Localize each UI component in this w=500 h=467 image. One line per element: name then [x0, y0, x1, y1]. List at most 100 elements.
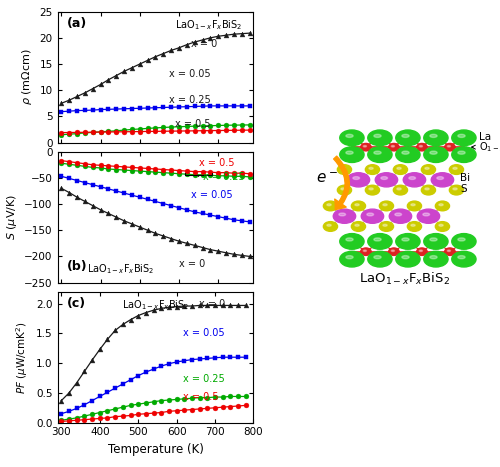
Ellipse shape	[437, 177, 444, 179]
Text: x = 0.5: x = 0.5	[183, 392, 218, 403]
Ellipse shape	[374, 255, 381, 259]
Text: x = 0.5: x = 0.5	[175, 119, 210, 129]
Ellipse shape	[383, 204, 387, 206]
Text: x = 0: x = 0	[179, 259, 206, 269]
Ellipse shape	[324, 201, 338, 211]
Ellipse shape	[355, 204, 359, 206]
Ellipse shape	[458, 151, 465, 154]
Ellipse shape	[340, 130, 364, 146]
Ellipse shape	[425, 188, 429, 190]
Ellipse shape	[458, 238, 465, 241]
Ellipse shape	[425, 167, 429, 170]
Ellipse shape	[416, 248, 427, 255]
Ellipse shape	[376, 173, 398, 187]
Ellipse shape	[369, 167, 373, 170]
Ellipse shape	[394, 165, 407, 174]
Ellipse shape	[339, 213, 345, 216]
Ellipse shape	[402, 134, 409, 137]
Ellipse shape	[388, 143, 399, 151]
Ellipse shape	[353, 177, 360, 179]
Ellipse shape	[396, 251, 420, 267]
Ellipse shape	[439, 204, 443, 206]
Ellipse shape	[346, 134, 353, 137]
Ellipse shape	[388, 248, 399, 255]
Ellipse shape	[436, 201, 450, 211]
Ellipse shape	[327, 204, 331, 206]
Text: (b): (b)	[68, 260, 88, 273]
Ellipse shape	[368, 251, 392, 267]
Ellipse shape	[452, 130, 476, 146]
Ellipse shape	[424, 251, 448, 267]
Text: x = 0.25: x = 0.25	[169, 95, 211, 105]
Y-axis label: $S$ ($\mu$V/K): $S$ ($\mu$V/K)	[4, 194, 18, 240]
Text: x = 0.25: x = 0.25	[183, 374, 224, 384]
Ellipse shape	[352, 201, 366, 211]
Ellipse shape	[444, 248, 455, 255]
Ellipse shape	[338, 165, 351, 174]
Ellipse shape	[430, 238, 437, 241]
Ellipse shape	[402, 255, 409, 259]
Text: $e^-$: $e^-$	[316, 170, 338, 185]
Ellipse shape	[374, 151, 381, 154]
Ellipse shape	[422, 185, 436, 195]
Ellipse shape	[366, 165, 380, 174]
Ellipse shape	[340, 234, 364, 249]
Ellipse shape	[338, 185, 351, 195]
Ellipse shape	[366, 185, 380, 195]
Ellipse shape	[364, 146, 366, 147]
Ellipse shape	[380, 222, 394, 231]
Ellipse shape	[453, 167, 457, 170]
Ellipse shape	[334, 209, 355, 223]
Ellipse shape	[448, 250, 450, 252]
Ellipse shape	[369, 188, 373, 190]
Ellipse shape	[396, 130, 420, 146]
Ellipse shape	[362, 209, 384, 223]
Ellipse shape	[327, 224, 331, 226]
Ellipse shape	[450, 165, 464, 174]
Ellipse shape	[444, 143, 455, 151]
Ellipse shape	[423, 213, 430, 216]
Text: x = 0.05: x = 0.05	[191, 190, 232, 199]
Ellipse shape	[403, 173, 425, 187]
Ellipse shape	[439, 224, 443, 226]
Ellipse shape	[411, 224, 415, 226]
Ellipse shape	[430, 255, 437, 259]
Text: x = 0: x = 0	[191, 39, 217, 49]
Ellipse shape	[367, 213, 374, 216]
Ellipse shape	[368, 234, 392, 249]
Ellipse shape	[346, 255, 353, 259]
Ellipse shape	[348, 173, 370, 187]
Text: La: La	[468, 132, 491, 142]
Ellipse shape	[383, 224, 387, 226]
Ellipse shape	[364, 250, 366, 252]
Ellipse shape	[424, 130, 448, 146]
Ellipse shape	[452, 251, 476, 267]
Text: LaO$_{1-x}$F$_x$BiS$_2$: LaO$_{1-x}$F$_x$BiS$_2$	[175, 18, 242, 32]
Ellipse shape	[374, 238, 381, 241]
Text: x = 0.5: x = 0.5	[198, 158, 234, 168]
Ellipse shape	[340, 251, 364, 267]
Ellipse shape	[424, 147, 448, 163]
Ellipse shape	[346, 151, 353, 154]
X-axis label: Temperature (K): Temperature (K)	[108, 443, 204, 456]
Ellipse shape	[411, 204, 415, 206]
Ellipse shape	[452, 234, 476, 249]
Ellipse shape	[374, 134, 381, 137]
Ellipse shape	[453, 188, 457, 190]
Y-axis label: $\rho$ (m$\Omega$cm): $\rho$ (m$\Omega$cm)	[20, 49, 34, 106]
Ellipse shape	[430, 134, 437, 137]
Ellipse shape	[402, 238, 409, 241]
Text: x = 0.25: x = 0.25	[202, 171, 244, 182]
Text: x = 0: x = 0	[198, 299, 225, 310]
Text: Bi: Bi	[460, 173, 470, 183]
Ellipse shape	[352, 222, 366, 231]
Ellipse shape	[368, 130, 392, 146]
Ellipse shape	[431, 173, 454, 187]
Ellipse shape	[324, 222, 338, 231]
Ellipse shape	[396, 234, 420, 249]
Ellipse shape	[416, 143, 427, 151]
Ellipse shape	[408, 222, 422, 231]
Ellipse shape	[420, 146, 422, 147]
Ellipse shape	[420, 250, 422, 252]
Ellipse shape	[458, 134, 465, 137]
